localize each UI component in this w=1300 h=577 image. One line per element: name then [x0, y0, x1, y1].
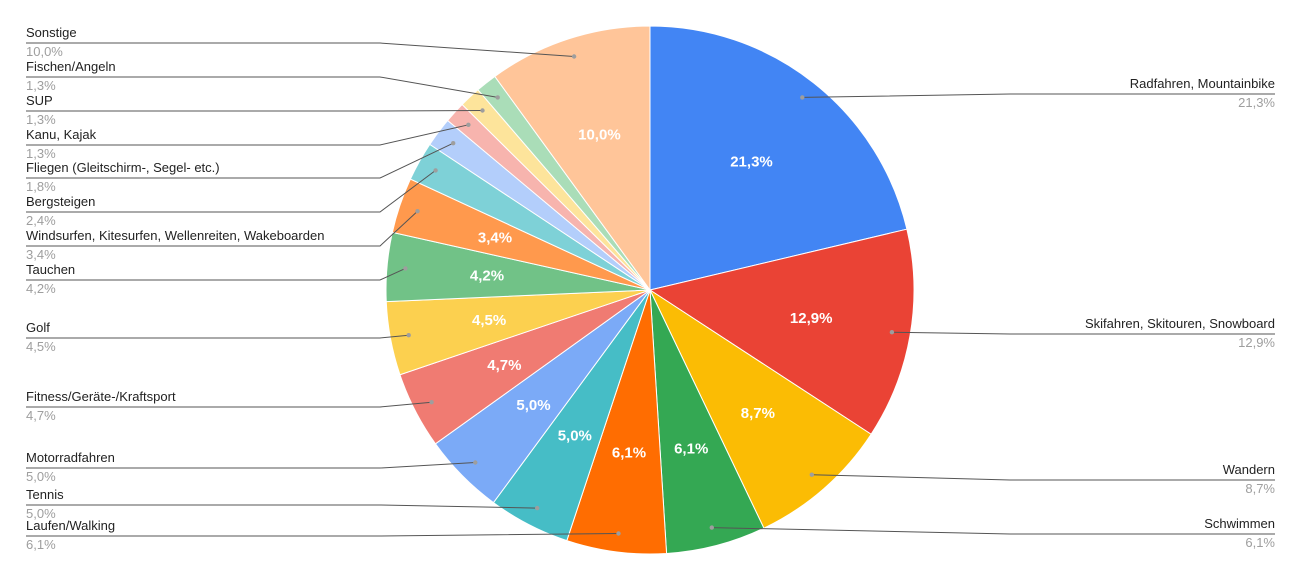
leader-dot-skifahren-skitouren-snowboard — [889, 330, 895, 335]
leader-line-wandern — [811, 474, 1275, 481]
legend-label-tennis: Tennis — [26, 487, 64, 502]
legend-percent-motorradfahren: 5,0% — [26, 469, 56, 484]
leader-dot-golf — [406, 333, 411, 338]
leader-dot-motorradfahren — [473, 460, 478, 465]
leader-line-schwimmen — [711, 527, 1275, 535]
legend-label-sonstige: Sonstige — [26, 25, 77, 40]
leader-dot-wandern — [809, 472, 814, 477]
slice-value-label-wandern: 8,7% — [741, 405, 775, 422]
leader-line-sup — [26, 110, 483, 112]
slice-value-label-golf: 4,5% — [472, 312, 506, 329]
legend-label-fitness-ger-te-kraftsport: Fitness/Geräte-/Kraftsport — [26, 389, 176, 404]
legend-percent-fitness-ger-te-kraftsport: 4,7% — [26, 408, 56, 423]
leader-line-bergsteigen — [26, 169, 436, 213]
slice-radfahren-mountainbike[interactable] — [649, 25, 908, 291]
slice-wandern[interactable] — [648, 288, 872, 529]
slice-value-label-sonstige: 10,0% — [578, 126, 621, 143]
slice-value-label-tennis: 5,0% — [558, 427, 592, 444]
leader-line-sonstige — [26, 42, 575, 57]
pie-slices — [385, 25, 915, 555]
legend-percent-kanu-kajak: 1,3% — [26, 146, 56, 161]
leader-line-windsurfen-kitesurfen-wellenreiten-wakeboarden — [26, 210, 418, 247]
slice-legend-labels: Radfahren, Mountainbike 21,3% Skifahren, S… — [26, 25, 1275, 552]
legend-label-laufen-walking: Laufen/Walking — [26, 518, 115, 533]
slice-value-label-laufen-walking: 6,1% — [612, 444, 646, 461]
leader-dot-fischen-angeln — [495, 95, 500, 100]
slice-value-label-windsurfen-kitesurfen-wellenreiten-wakeboarden: 3,4% — [478, 230, 512, 247]
slice-sonstige[interactable] — [494, 25, 651, 292]
leader-dot-laufen-walking — [616, 531, 621, 536]
legend-label-radfahren-mountainbike: Radfahren, Mountainbike — [1130, 76, 1275, 91]
slice-value-labels: 21,3% 12,9% 8,7% 6,1% 6,1% 5,0% 5,0% 4,7% 4,5% 4,… — [470, 126, 833, 461]
legend-percent-sonstige: 10,0% — [26, 44, 63, 59]
legend-percent-wandern: 8,7% — [1245, 481, 1275, 496]
legend-percent-tauchen: 4,2% — [26, 281, 56, 296]
legend-percent-radfahren-mountainbike: 21,3% — [1238, 95, 1275, 110]
slice-value-label-schwimmen: 6,1% — [674, 440, 708, 457]
leader-dot-kanu-kajak — [466, 122, 471, 128]
leader-dot-schwimmen — [709, 525, 714, 530]
slice-skifahren-skitouren-snowboard[interactable] — [648, 228, 915, 435]
slice-value-label-fitness-ger-te-kraftsport: 4,7% — [487, 357, 521, 374]
legend-percent-tennis: 5,0% — [26, 506, 56, 521]
leader-line-golf — [26, 334, 409, 339]
leader-dot-fitness-ger-te-kraftsport — [429, 400, 434, 405]
leader-lines — [26, 42, 1275, 537]
legend-percent-skifahren-skitouren-snowboard: 12,9% — [1238, 335, 1275, 350]
legend-label-schwimmen: Schwimmen — [1204, 516, 1275, 531]
legend-percent-fliegen-gleitschirm-segel-etc: 1,8% — [26, 179, 56, 194]
legend-percent-laufen-walking: 6,1% — [26, 537, 56, 552]
leader-line-fitness-ger-te-kraftsport — [26, 401, 432, 408]
leader-line-tauchen — [26, 267, 406, 281]
legend-label-skifahren-skitouren-snowboard: Skifahren, Skitouren, Snowboard — [1085, 316, 1275, 331]
legend-label-fischen-angeln: Fischen/Angeln — [26, 59, 116, 74]
leader-dot-bergsteigen — [433, 168, 438, 173]
legend-label-sup: SUP — [26, 93, 53, 108]
leader-dot-radfahren-mountainbike — [800, 95, 805, 100]
leader-line-skifahren-skitouren-snowboard — [891, 331, 1275, 335]
leader-line-laufen-walking — [26, 533, 619, 537]
legend-label-golf: Golf — [26, 320, 50, 335]
leader-line-motorradfahren — [26, 462, 476, 469]
leader-line-fliegen-gleitschirm-segel-etc — [26, 142, 454, 179]
leader-dot-windsurfen-kitesurfen-wellenreiten-wakeboarden — [415, 209, 420, 214]
leader-line-fischen-angeln — [26, 76, 498, 98]
legend-percent-golf: 4,5% — [26, 339, 56, 354]
legend-percent-windsurfen-kitesurfen-wellenreiten-wakeboarden: 3,4% — [26, 247, 56, 262]
slice-value-label-tauchen: 4,2% — [470, 268, 504, 285]
legend-label-bergsteigen: Bergsteigen — [26, 194, 95, 209]
leader-dot-sonstige — [571, 54, 577, 59]
legend-label-motorradfahren: Motorradfahren — [26, 450, 115, 465]
leader-dot-fliegen-gleitschirm-segel-etc — [451, 141, 456, 146]
leader-dot-tennis — [535, 505, 540, 511]
legend-percent-schwimmen: 6,1% — [1245, 535, 1275, 550]
slice-value-label-skifahren-skitouren-snowboard: 12,9% — [790, 310, 833, 327]
leader-line-radfahren-mountainbike — [802, 93, 1275, 98]
leader-dot-tauchen — [403, 266, 408, 271]
legend-percent-sup: 1,3% — [26, 112, 56, 127]
legend-percent-fischen-angeln: 1,3% — [26, 78, 56, 93]
slice-value-label-radfahren-mountainbike: 21,3% — [730, 154, 773, 171]
legend-label-wandern: Wandern — [1223, 462, 1275, 477]
legend-label-tauchen: Tauchen — [26, 262, 75, 277]
slice-value-label-motorradfahren: 5,0% — [516, 397, 550, 414]
legend-percent-bergsteigen: 2,4% — [26, 213, 56, 228]
leader-line-tennis — [26, 504, 538, 509]
legend-label-kanu-kajak: Kanu, Kajak — [26, 127, 97, 142]
legend-label-fliegen-gleitschirm-segel-etc: Fliegen (Gleitschirm-, Segel- etc.) — [26, 160, 220, 175]
leader-dot-sup — [480, 108, 485, 113]
leader-line-kanu-kajak — [26, 124, 469, 146]
legend-label-windsurfen-kitesurfen-wellenreiten-wakeboarden: Windsurfen, Kitesurfen, Wellenreiten, Wa… — [26, 228, 324, 243]
